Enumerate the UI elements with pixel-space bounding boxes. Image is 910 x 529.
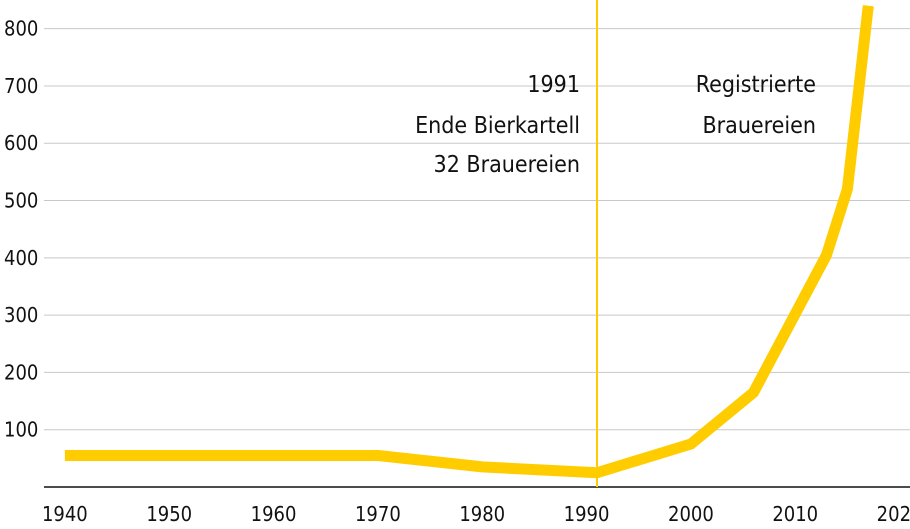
y-tick-label-400: 400 — [4, 246, 38, 270]
y-tick-label-700: 700 — [4, 74, 38, 98]
event-description-label: Ende Bierkartell — [415, 113, 580, 139]
x-tick-label-2020: 2020 — [877, 502, 910, 526]
y-axis-tick-labels: 100 200 300 400 500 600 700 800 — [4, 17, 38, 442]
y-tick-label-100: 100 — [4, 418, 38, 442]
series-layer — [64, 5, 874, 479]
annotations: 1991 Ende Bierkartell 32 Brauereien Regi… — [415, 72, 816, 178]
y-tick-label-800: 800 — [4, 17, 38, 41]
y-tick-label-500: 500 — [4, 189, 38, 213]
x-tick-label-1940: 1940 — [42, 502, 88, 526]
x-tick-label-2010: 2010 — [772, 502, 818, 526]
x-tick-label-2000: 2000 — [668, 502, 714, 526]
y-tick-label-200: 200 — [4, 360, 38, 384]
x-tick-label-1950: 1950 — [146, 502, 192, 526]
event-brewery-count-label: 32 Brauereien — [434, 152, 580, 178]
series-label-line-2: Brauereien — [702, 113, 816, 139]
event-year-label: 1991 — [527, 72, 580, 98]
y-tick-label-600: 600 — [4, 131, 38, 155]
x-tick-label-1960: 1960 — [251, 502, 297, 526]
gridlines — [44, 28, 910, 431]
x-axis: 1940 1950 1960 1970 1980 1990 2000 2010 2020 — [42, 486, 910, 526]
y-tick-label-300: 300 — [4, 303, 38, 327]
series-label-line-1: Registrierte — [696, 72, 816, 98]
x-tick-label-1970: 1970 — [355, 502, 401, 526]
x-tick-label-1990: 1990 — [564, 502, 610, 526]
x-tick-label-1980: 1980 — [459, 502, 505, 526]
